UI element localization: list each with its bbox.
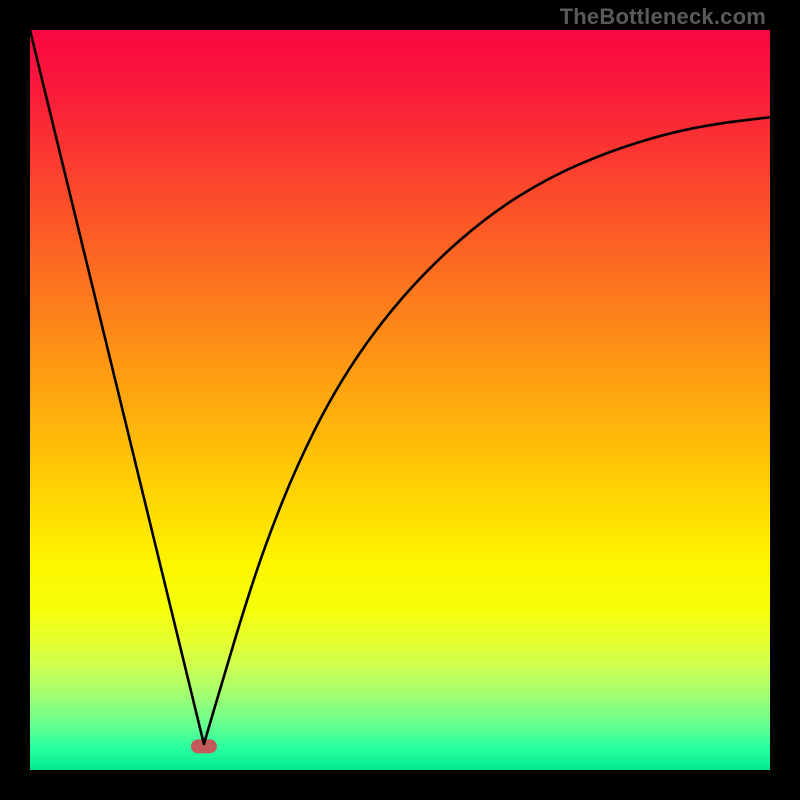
chart-frame: TheBottleneck.com: [0, 0, 800, 800]
plot-area: [30, 30, 770, 770]
watermark-text: TheBottleneck.com: [560, 4, 766, 30]
bottleneck-curve-chart: [30, 30, 770, 770]
gradient-background: [30, 30, 770, 770]
